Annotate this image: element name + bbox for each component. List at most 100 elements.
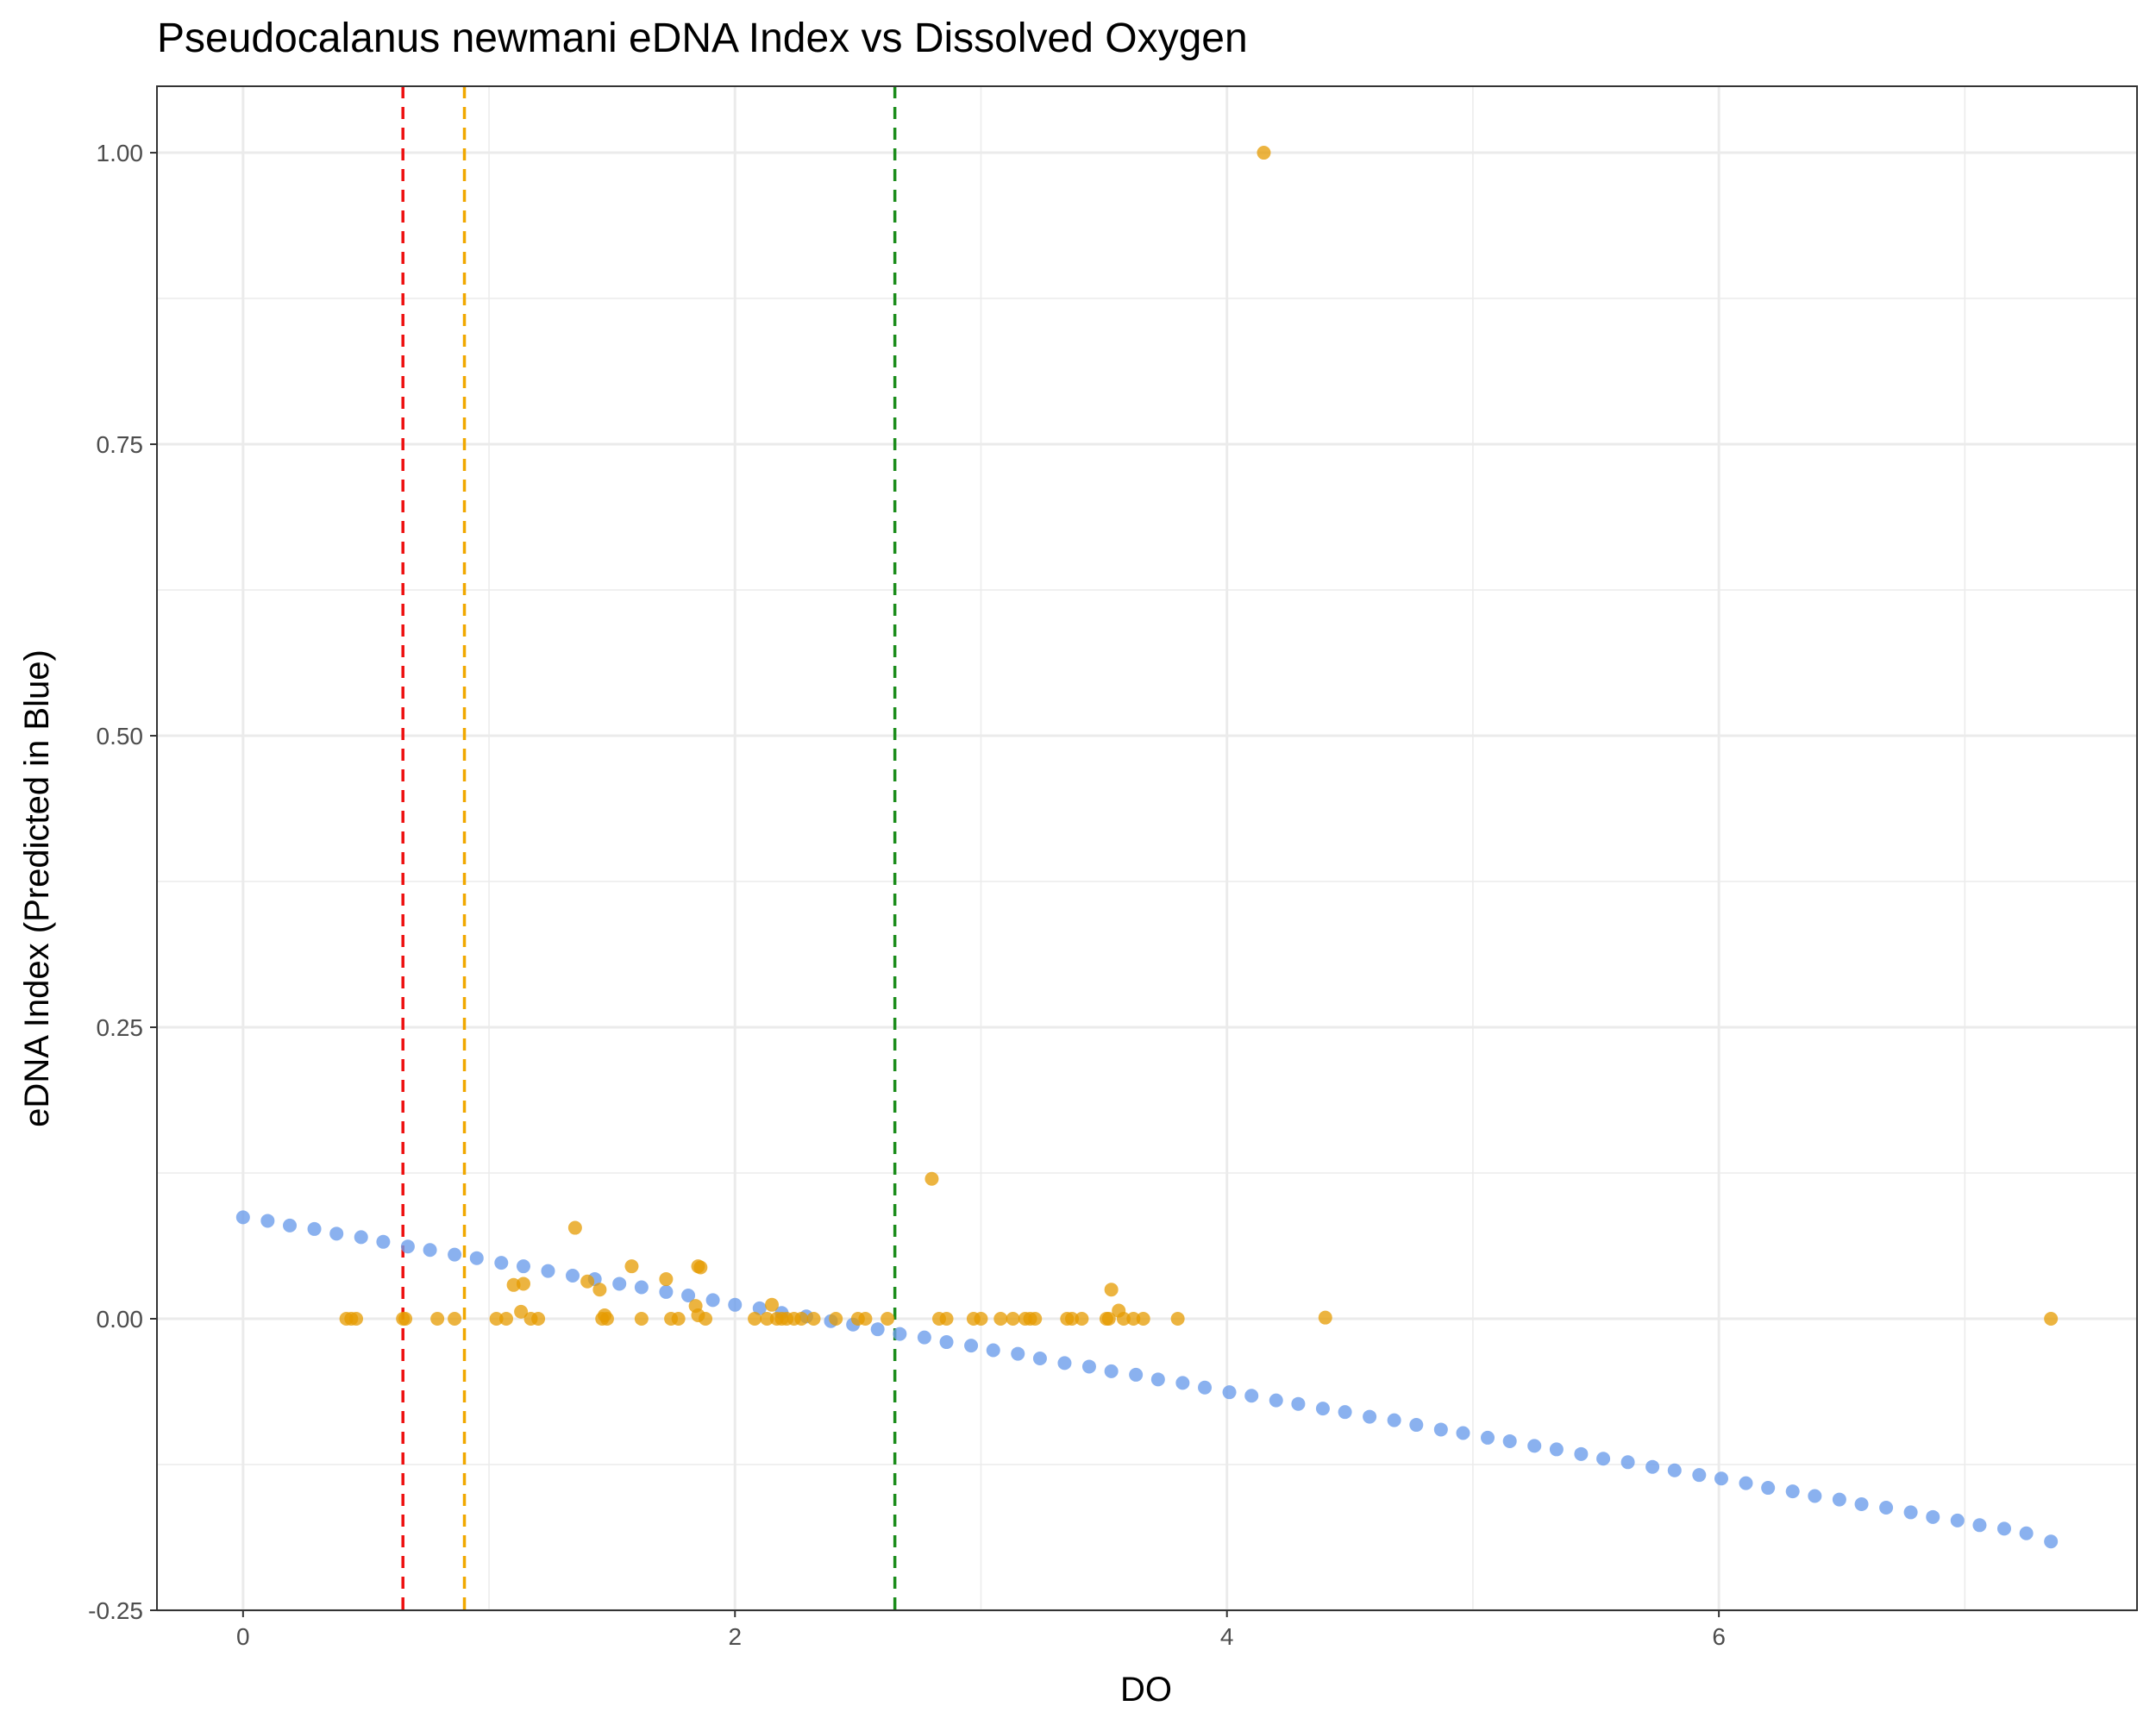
predicted-point bbox=[1315, 1402, 1330, 1416]
predicted-point bbox=[612, 1276, 627, 1291]
y-axis-title: eDNA Index (Predicted in Blue) bbox=[18, 649, 56, 1127]
observed-point bbox=[693, 1260, 708, 1275]
predicted-point bbox=[1387, 1413, 1401, 1427]
observed-point bbox=[1065, 1312, 1080, 1327]
predicted-point bbox=[376, 1234, 391, 1249]
predicted-point bbox=[1785, 1484, 1800, 1499]
predicted-point bbox=[2019, 1526, 2034, 1540]
predicted-point bbox=[1714, 1471, 1728, 1486]
observed-point bbox=[567, 1220, 582, 1235]
observed-point bbox=[671, 1312, 686, 1327]
predicted-point bbox=[1244, 1389, 1259, 1403]
predicted-point bbox=[1692, 1468, 1707, 1483]
x-tick-label: 4 bbox=[1220, 1623, 1234, 1650]
predicted-point bbox=[1104, 1364, 1119, 1378]
predicted-point bbox=[307, 1221, 322, 1236]
predicted-point bbox=[1011, 1346, 1025, 1361]
observed-point bbox=[516, 1276, 530, 1291]
observed-point bbox=[1170, 1312, 1185, 1327]
predicted-point bbox=[1269, 1393, 1283, 1408]
x-tick-label: 0 bbox=[236, 1623, 250, 1650]
predicted-point bbox=[870, 1322, 885, 1337]
predicted-point bbox=[1198, 1380, 1213, 1395]
observed-point bbox=[1028, 1312, 1043, 1327]
reference-lines bbox=[401, 86, 897, 1610]
predicted-point bbox=[283, 1218, 298, 1233]
predicted-point bbox=[1620, 1455, 1635, 1470]
y-tick-label: 0.50 bbox=[97, 723, 144, 750]
predicted-point bbox=[1645, 1459, 1660, 1474]
predicted-point bbox=[1291, 1396, 1306, 1411]
predicted-point bbox=[494, 1256, 509, 1270]
predicted-point bbox=[1926, 1509, 1940, 1524]
x-axis-title: DO bbox=[1120, 1671, 1172, 1709]
observed-point bbox=[1126, 1312, 1141, 1327]
observed-point bbox=[2044, 1312, 2059, 1327]
predicted-point bbox=[1363, 1409, 1377, 1424]
predicted-point bbox=[1808, 1489, 1822, 1503]
predicted-point bbox=[1057, 1356, 1072, 1371]
observed-point bbox=[794, 1312, 809, 1327]
observed-series bbox=[339, 146, 2059, 1327]
predicted-point bbox=[1481, 1430, 1495, 1445]
observed-point bbox=[1257, 146, 1271, 160]
predicted-point bbox=[1081, 1359, 1096, 1374]
predicted-point bbox=[1950, 1513, 1965, 1527]
observed-point bbox=[939, 1312, 954, 1327]
predicted-point bbox=[354, 1230, 368, 1245]
predicted-point bbox=[1502, 1433, 1517, 1448]
predicted-point bbox=[681, 1288, 696, 1302]
observed-point bbox=[765, 1297, 780, 1312]
predicted-point bbox=[1456, 1426, 1470, 1440]
predicted-point bbox=[1175, 1376, 1190, 1390]
predicted-point bbox=[1879, 1501, 1894, 1515]
predicted-point bbox=[705, 1293, 720, 1308]
predicted-point bbox=[2044, 1534, 2059, 1549]
observed-point bbox=[489, 1312, 504, 1327]
observed-point bbox=[748, 1312, 762, 1327]
predicted-point bbox=[1032, 1351, 1047, 1365]
predicted-point bbox=[1761, 1481, 1776, 1496]
predicted-point bbox=[1903, 1505, 1918, 1520]
predicted-point bbox=[516, 1259, 530, 1274]
predicted-point bbox=[1574, 1446, 1589, 1461]
y-tick-label: 0.25 bbox=[97, 1014, 144, 1041]
observed-point bbox=[531, 1312, 546, 1327]
predicted-point bbox=[728, 1297, 743, 1312]
observed-point bbox=[398, 1312, 413, 1327]
observed-point bbox=[699, 1312, 713, 1327]
observed-point bbox=[499, 1312, 514, 1327]
observed-point bbox=[624, 1259, 639, 1274]
predicted-point bbox=[329, 1226, 344, 1241]
predicted-point bbox=[1667, 1463, 1682, 1477]
observed-point bbox=[634, 1312, 649, 1327]
observed-point bbox=[924, 1171, 939, 1186]
observed-point bbox=[430, 1312, 445, 1327]
predicted-point bbox=[1996, 1521, 2011, 1536]
predicted-point bbox=[752, 1301, 767, 1315]
observed-point bbox=[1104, 1283, 1119, 1297]
y-tick-label: -0.25 bbox=[88, 1597, 143, 1624]
y-tick-label: 0.00 bbox=[97, 1306, 144, 1333]
observed-point bbox=[993, 1312, 1008, 1327]
predicted-point bbox=[1527, 1439, 1542, 1453]
observed-point bbox=[760, 1312, 774, 1327]
observed-point bbox=[881, 1312, 895, 1327]
observed-point bbox=[1075, 1312, 1089, 1327]
observed-point bbox=[1006, 1312, 1020, 1327]
grid-lines bbox=[157, 86, 2137, 1612]
predicted-point bbox=[469, 1251, 484, 1265]
predicted-point bbox=[423, 1243, 437, 1258]
y-axis-ticks: -0.25 0.00 0.25 0.50 0.75 1.00 bbox=[88, 140, 157, 1624]
observed-point bbox=[1101, 1312, 1116, 1327]
predicted-point bbox=[893, 1327, 907, 1341]
observed-point bbox=[580, 1274, 595, 1289]
observed-point bbox=[659, 1272, 674, 1287]
predicted-point bbox=[1596, 1452, 1611, 1466]
observed-point bbox=[1116, 1312, 1131, 1327]
predicted-point bbox=[1222, 1385, 1237, 1400]
predicted-point bbox=[1150, 1372, 1165, 1387]
predicted-point bbox=[939, 1335, 954, 1350]
x-axis-ticks: 0 2 4 6 bbox=[236, 1610, 1726, 1650]
